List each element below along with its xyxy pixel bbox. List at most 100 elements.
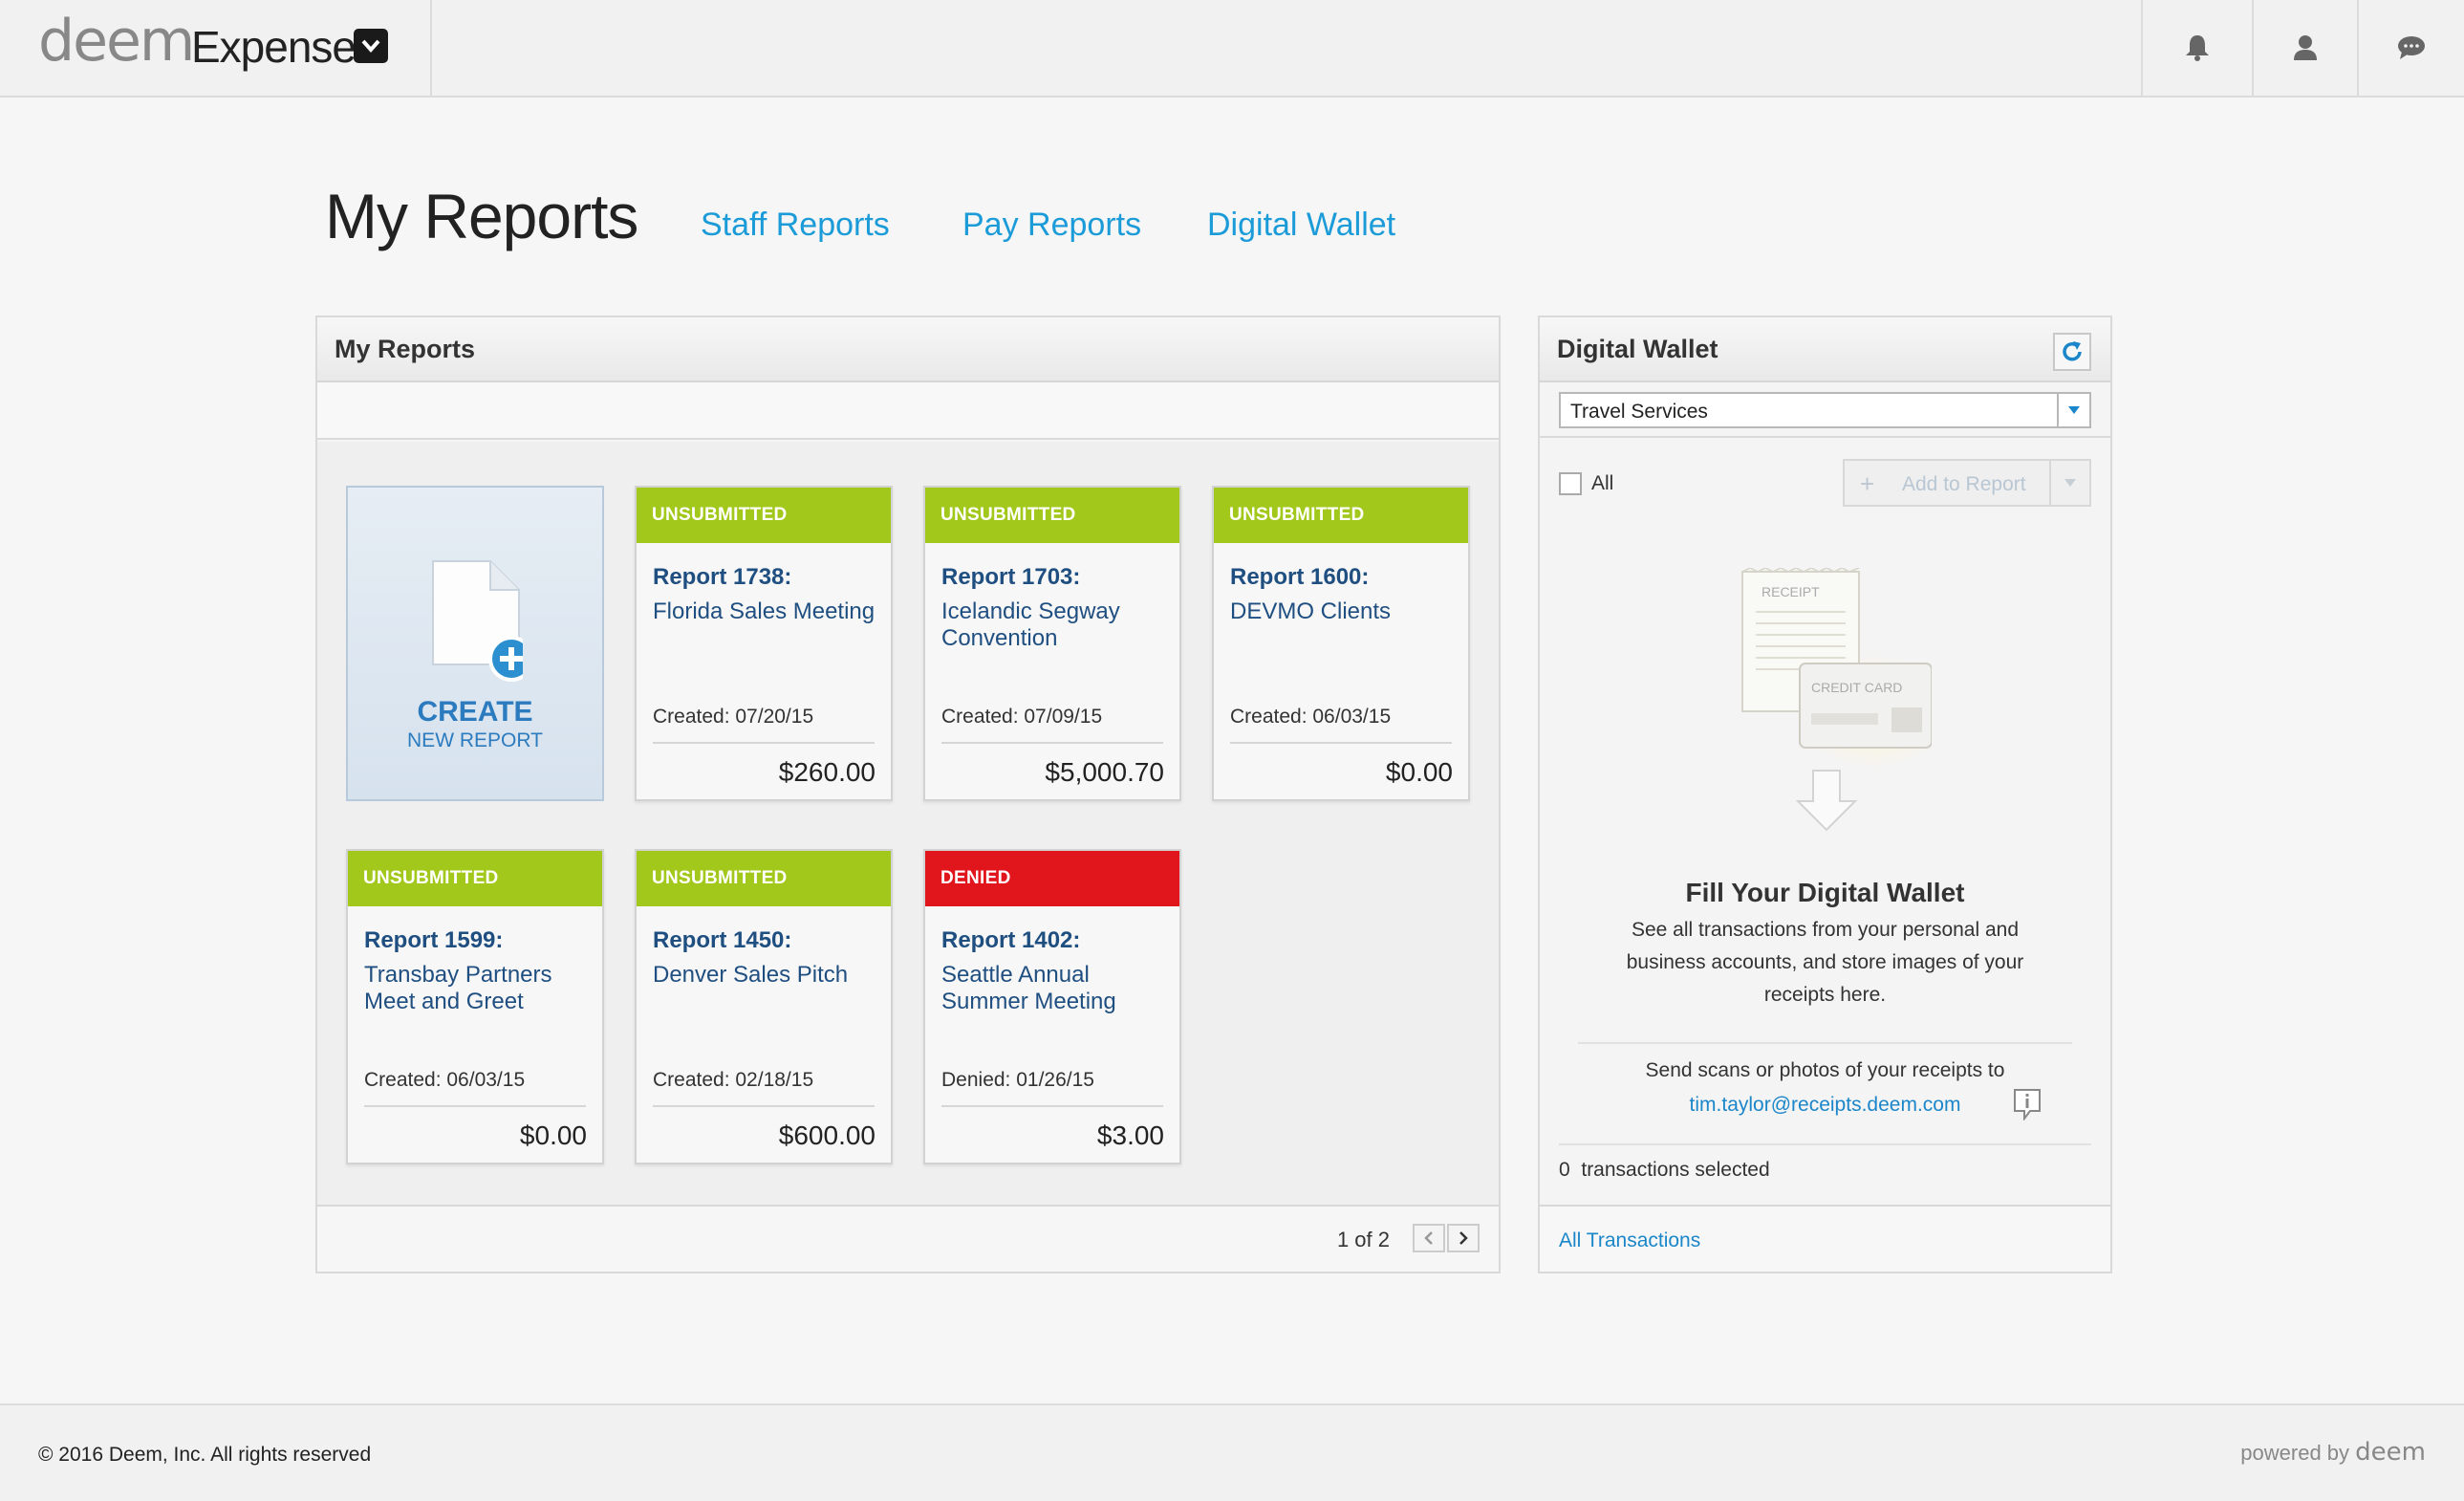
chevron-down-icon [361,39,380,54]
add-to-report-dropdown[interactable] [2049,461,2089,505]
page-indicator: 1 of 2 [1336,1228,1390,1251]
receipt-label: RECEIPT [1762,584,1820,599]
report-date: Denied: 01/26/15 [941,1069,1094,1091]
report-id[interactable]: Report 1600: [1230,564,1370,590]
report-id[interactable]: Report 1738: [653,564,792,590]
create-report-label: CREATE [417,696,533,728]
fill-wallet-description: See all transactions from your personal … [1626,919,2024,1006]
select-arrow [2057,394,2089,426]
reports-grid: CREATE NEW REPORT UNSUBMITTED Report 173… [317,442,1499,1207]
report-date: Created: 02/18/15 [653,1069,814,1091]
notifications-button[interactable] [2141,0,2252,96]
report-id[interactable]: Report 1450: [653,927,792,953]
report-date: Created: 06/03/15 [1230,706,1392,728]
info-icon [2014,1089,2041,1121]
divider [1578,1042,2072,1044]
next-page-button[interactable] [1447,1224,1480,1252]
status-badge: UNSUBMITTED [348,851,602,906]
digital-wallet-panel-title: Digital Wallet [1557,335,1718,363]
my-reports-panel-title: My Reports [335,335,476,363]
report-card[interactable]: UNSUBMITTED Report 1738: Florida Sales M… [635,486,893,801]
brand-logo[interactable]: deem Expense [0,0,432,96]
status-badge: UNSUBMITTED [1214,488,1468,543]
add-to-report-button[interactable]: + Add to Report [1843,459,2091,507]
info-button[interactable] [2013,1088,2042,1125]
divider [941,742,1163,744]
report-date: Created: 07/20/15 [653,706,814,728]
bell-icon [2186,35,2209,61]
report-name[interactable]: Denver Sales Pitch [653,962,849,988]
reports-pagination: 1 of 2 [317,1205,1499,1272]
wallet-source-row: Travel Services [1540,382,2110,438]
create-report-sublabel: NEW REPORT [407,729,543,751]
add-to-report-label: Add to Report [1902,473,2026,495]
digital-wallet-panel-header: Digital Wallet [1540,317,2110,382]
report-id[interactable]: Report 1402: [941,927,1081,953]
wallet-footer: All Transactions [1540,1205,2110,1272]
report-card[interactable]: DENIED Report 1402: Seattle Annual Summe… [923,849,1181,1164]
report-id[interactable]: Report 1703: [941,564,1081,590]
report-name[interactable]: Seattle Annual Summer Meeting [941,962,1116,1014]
brand-product-text: Expense [191,22,357,72]
pay-reports-link[interactable]: Pay Reports [962,207,1142,243]
status-badge: UNSUBMITTED [925,488,1179,543]
reports-toolbar [317,382,1499,440]
user-icon [2294,35,2317,60]
status-badge: DENIED [925,851,1179,906]
report-amount: $260.00 [778,757,875,787]
create-report-card[interactable]: CREATE NEW REPORT [346,486,604,801]
report-amount: $0.00 [1385,757,1453,787]
fill-wallet-title: Fill Your Digital Wallet [1685,878,1965,907]
previous-page-button[interactable] [1413,1224,1445,1252]
divider [653,1105,875,1107]
send-receipts-text: Send scans or photos of your receipts to [1645,1059,2005,1081]
report-card[interactable]: UNSUBMITTED Report 1450: Denver Sales Pi… [635,849,893,1164]
all-transactions-link[interactable]: All Transactions [1559,1229,1701,1251]
document-plus-icon [432,560,523,682]
wallet-source-value: Travel Services [1570,401,1708,423]
my-reports-panel: My Reports CREATE NEW REPORT UNSUBMITTED… [315,315,1501,1273]
chat-icon [2398,36,2425,59]
report-name[interactable]: Icelandic Segway Convention [941,598,1120,651]
powered-by-text: powered by [2240,1441,2350,1465]
credit-card-label: CREDIT CARD [1811,680,1902,695]
staff-reports-link[interactable]: Staff Reports [701,207,890,243]
chat-button[interactable] [2357,0,2464,96]
select-all-label: All [1591,472,1614,494]
my-reports-panel-header: My Reports [317,317,1499,382]
report-card[interactable]: UNSUBMITTED Report 1703: Icelandic Segwa… [923,486,1181,801]
wallet-source-select[interactable]: Travel Services [1559,392,2091,428]
copyright-text: © 2016 Deem, Inc. All rights reserved [38,1444,372,1466]
divider [941,1105,1163,1107]
digital-wallet-link[interactable]: Digital Wallet [1207,207,1396,243]
report-name[interactable]: DEVMO Clients [1230,598,1392,624]
divider [1559,1143,2091,1145]
refresh-icon [2063,341,2082,361]
product-switcher-button[interactable] [354,29,388,63]
report-card[interactable]: UNSUBMITTED Report 1599: Transbay Partne… [346,849,604,1164]
powered-by-logo: powered by deem [2240,1438,2426,1467]
status-badge: UNSUBMITTED [637,488,891,543]
status-badge: UNSUBMITTED [637,851,891,906]
report-id[interactable]: Report 1599: [364,927,504,953]
chevron-down-icon [2068,406,2080,414]
report-amount: $0.00 [519,1120,587,1150]
chevron-left-icon [1424,1231,1433,1245]
report-date: Created: 07/09/15 [941,706,1103,728]
page-footer: © 2016 Deem, Inc. All rights reserved po… [0,1403,2464,1501]
divider [364,1105,586,1107]
powered-by-brand: deem [2355,1438,2426,1467]
user-profile-button[interactable] [2252,0,2357,96]
transactions-selected-count: 0 [1559,1159,1570,1181]
top-bar: deem Expense [0,0,2464,98]
report-card[interactable]: UNSUBMITTED Report 1600: DEVMO Clients C… [1212,486,1470,801]
report-name[interactable]: Florida Sales Meeting [653,598,875,624]
report-name[interactable]: Transbay Partners Meet and Greet [364,962,552,1014]
receipts-email-link[interactable]: tim.taylor@receipts.deem.com [1689,1094,1961,1116]
select-all-checkbox[interactable] [1559,472,1582,495]
refresh-button[interactable] [2053,333,2091,371]
digital-wallet-panel: Digital Wallet Travel Services All + Add… [1538,315,2112,1273]
transactions-selected: 0 transactions selected [1559,1159,1770,1182]
report-amount: $600.00 [778,1120,875,1150]
page-title: My Reports [325,181,638,251]
